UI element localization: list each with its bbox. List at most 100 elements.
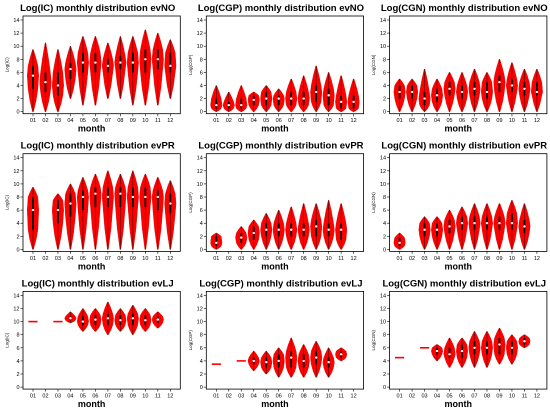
y-tick-label: 10 <box>380 182 386 188</box>
x-tick-label: 11 <box>522 118 528 124</box>
violin-median <box>498 81 501 84</box>
y-tick-label: 8 <box>383 57 386 63</box>
x-tick-label: 02 <box>42 118 48 124</box>
chart-panel-4: Log(IC) monthly distribution evPR0246810… <box>5 141 181 271</box>
y-tick-label: 12 <box>380 169 386 175</box>
x-tick-label: 01 <box>30 118 36 124</box>
x-tick-label: 02 <box>226 118 232 124</box>
chart-panel-1: Log(IC) monthly distribution evNO0246810… <box>5 3 181 134</box>
x-tick-label: 06 <box>459 394 465 400</box>
x-tick-label: 03 <box>55 118 61 124</box>
violin-box <box>315 219 318 237</box>
plot-frame <box>389 290 548 390</box>
violin-median <box>435 94 439 97</box>
x-tick-label: 05 <box>80 256 86 262</box>
x-tick-label: 04 <box>67 118 73 124</box>
y-tick-label: 0 <box>200 247 203 253</box>
y-tick-label: 10 <box>13 44 19 50</box>
violin-median <box>498 222 501 225</box>
violin-median <box>81 195 85 199</box>
violin-median <box>252 98 255 102</box>
y-tick-label: 2 <box>16 234 19 240</box>
x-tick-label: 04 <box>251 256 257 262</box>
violin-median <box>119 319 122 322</box>
y-tick-label: 8 <box>16 195 19 201</box>
violin-median <box>265 97 268 100</box>
y-tick-label: 2 <box>200 234 203 240</box>
x-tick-label: 09 <box>313 394 319 400</box>
violin-box <box>69 62 72 79</box>
y-tick-label: 4 <box>200 84 203 90</box>
y-axis-label: Log(CGN) <box>371 54 376 75</box>
x-tick-label: 09 <box>496 118 502 124</box>
violin-median <box>327 361 330 364</box>
y-tick-label: 14 <box>380 156 386 162</box>
violin-median <box>106 64 110 68</box>
violin-median <box>144 195 147 199</box>
violin-median <box>240 236 243 239</box>
x-tick-label: 12 <box>167 256 173 262</box>
violin-median <box>94 318 97 321</box>
violin-box <box>498 75 501 93</box>
violin-median <box>302 97 305 100</box>
y-axis-label: Log(IC) <box>5 195 10 211</box>
violin-median <box>227 103 230 107</box>
x-tick-label: 10 <box>142 256 148 262</box>
chart-panel-8: Log(CGP) monthly distribution evLJ024681… <box>188 278 365 409</box>
violin-median <box>289 97 293 100</box>
x-axis-label: month <box>261 261 289 271</box>
violin-median <box>473 222 476 225</box>
y-tick-label: 10 <box>380 320 386 326</box>
violin-box <box>340 223 343 240</box>
violin-median <box>277 97 280 100</box>
violin-median <box>265 361 268 364</box>
x-tick-label: 06 <box>276 118 282 124</box>
y-tick-label: 8 <box>16 333 19 339</box>
y-tick-label: 6 <box>200 346 203 352</box>
y-tick-label: 4 <box>383 221 386 227</box>
violin-median <box>156 58 160 61</box>
violin-median <box>498 343 501 346</box>
x-tick-label: 12 <box>167 118 173 124</box>
x-tick-label: 12 <box>534 394 540 400</box>
violin-median <box>460 349 464 353</box>
violin-box <box>327 88 330 106</box>
violin-box <box>94 187 97 207</box>
x-tick-label: 02 <box>226 256 232 262</box>
y-tick-label: 2 <box>16 372 19 378</box>
x-tick-label: 02 <box>42 256 48 262</box>
violin-median <box>56 84 60 87</box>
plot-frame <box>22 15 181 115</box>
x-tick-label: 01 <box>397 256 403 262</box>
y-tick-label: 12 <box>380 31 386 37</box>
x-tick-label: 11 <box>155 118 161 124</box>
x-tick-label: 04 <box>434 394 440 400</box>
y-tick-label: 0 <box>200 110 203 116</box>
y-tick-label: 10 <box>197 182 203 188</box>
y-tick-label: 12 <box>380 307 386 313</box>
violin-box <box>57 72 59 96</box>
violin-median <box>339 100 343 104</box>
chart-panel-2: Log(CGP) monthly distribution evNO024681… <box>188 3 364 134</box>
x-tick-label: 05 <box>446 394 452 400</box>
x-tick-label: 03 <box>238 394 244 400</box>
y-tick-label: 14 <box>13 18 19 24</box>
y-tick-label: 2 <box>383 234 386 240</box>
violin-box <box>240 98 243 109</box>
violin-median <box>523 87 526 90</box>
x-tick-label: 10 <box>509 394 515 400</box>
x-tick-label: 05 <box>263 256 269 262</box>
violin-box <box>32 197 34 230</box>
x-tick-label: 01 <box>213 394 219 400</box>
violin-median <box>56 208 60 212</box>
plot-frame <box>205 15 365 115</box>
y-tick-label: 12 <box>13 169 19 175</box>
y-tick-label: 12 <box>13 31 19 37</box>
violin-median <box>94 192 97 195</box>
x-tick-label: 11 <box>338 256 344 262</box>
y-tick-label: 2 <box>16 97 19 103</box>
x-tick-label: 07 <box>105 256 111 262</box>
x-tick-label: 10 <box>326 118 332 124</box>
x-tick-label: 03 <box>421 256 427 262</box>
chart-title: Log(CGP) monthly distribution evLJ <box>199 278 362 289</box>
